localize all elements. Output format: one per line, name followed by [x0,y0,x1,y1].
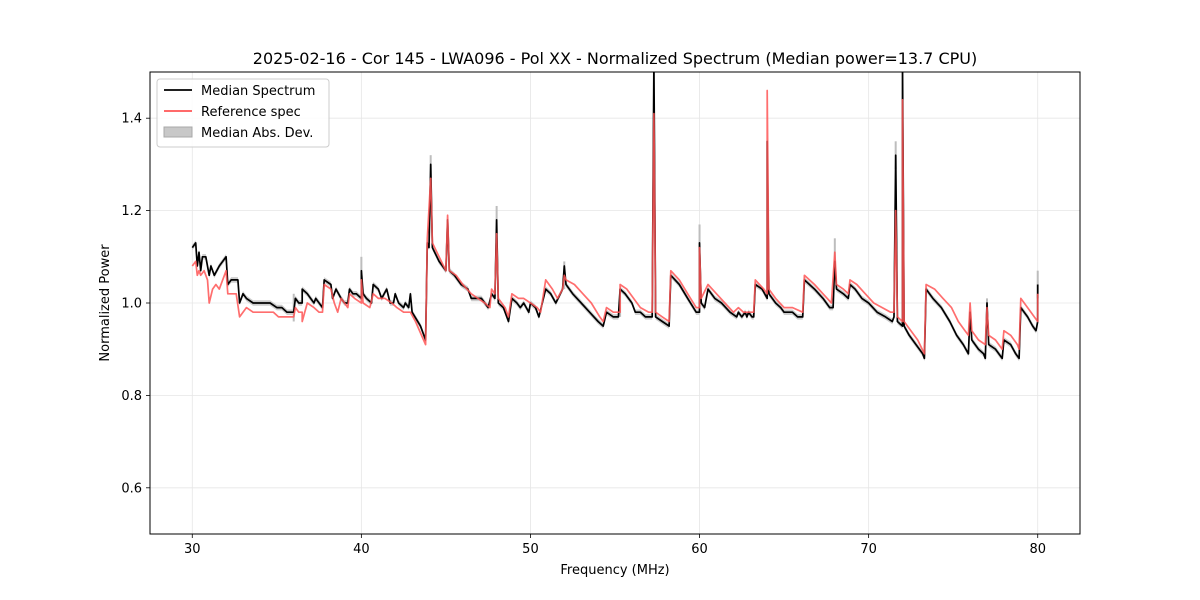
legend-label-reference: Reference spec [201,105,301,120]
axis-ticks: 30 40 50 60 70 80 0.6 0.8 1.0 1.2 1.4 [121,112,1046,557]
y-tick-label: 0.6 [121,481,142,496]
y-axis-label: Normalized Power [98,244,113,362]
y-tick-label: 1.4 [121,112,142,127]
x-tick-label: 30 [184,542,201,557]
plot-area: 30 40 50 60 70 80 0.6 0.8 1.0 1.2 1.4 [121,71,1081,557]
x-tick-label: 50 [522,542,539,557]
data-layer [191,72,1039,362]
y-tick-label: 1.0 [121,297,142,312]
median-spectrum-line [191,72,1039,360]
x-tick-label: 80 [1029,542,1046,557]
legend-swatch-mad [163,126,193,138]
x-tick-label: 70 [860,542,877,557]
legend-label-mad: Median Abs. Dev. [201,126,313,141]
legend-box [156,78,330,148]
legend: Median Spectrum Reference spec Median Ab… [156,78,330,148]
x-axis-label: Frequency (MHz) [560,563,669,578]
x-tick-label: 40 [353,542,370,557]
reference-spec-line [191,89,1039,355]
y-tick-label: 1.2 [121,204,142,219]
y-tick-label: 0.8 [121,389,142,404]
legend-label-median: Median Spectrum [201,84,315,99]
x-tick-label: 60 [691,542,708,557]
chart-title: 2025-02-16 - Cor 145 - LWA096 - Pol XX -… [253,49,977,68]
